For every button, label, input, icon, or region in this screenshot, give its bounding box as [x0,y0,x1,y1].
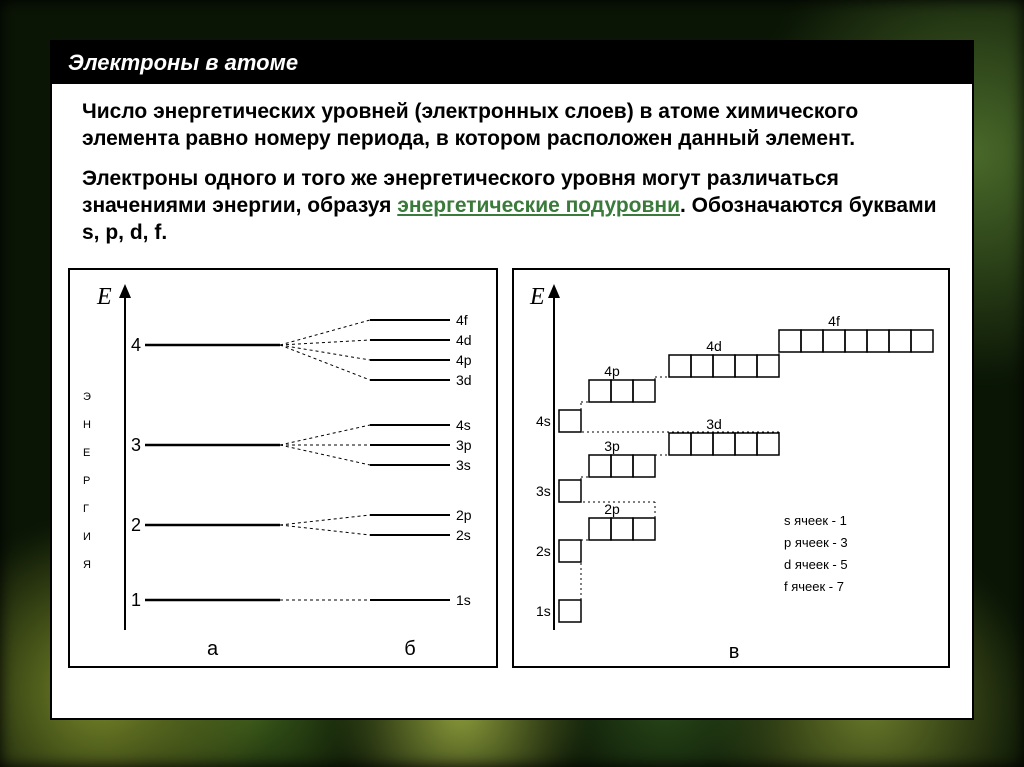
svg-text:3d: 3d [706,416,722,432]
paragraph-1: Число энергетических уровней (электронны… [82,98,942,153]
slide-title: Электроны в атоме [68,50,298,75]
svg-text:s ячеек - 1: s ячеек - 1 [784,513,847,528]
svg-text:Р: Р [83,475,93,487]
title-bar: Электроны в атоме [52,42,972,84]
svg-text:1: 1 [131,590,141,610]
svg-text:Я: Я [83,559,94,571]
svg-text:d ячеек - 5: d ячеек - 5 [784,557,848,572]
svg-text:3p: 3p [456,437,472,453]
svg-text:2p: 2p [456,507,472,523]
svg-text:1s: 1s [456,592,471,608]
svg-text:4p: 4p [604,363,620,379]
svg-text:3s: 3s [456,457,471,473]
svg-text:f ячеек - 7: f ячеек - 7 [784,579,844,594]
diagram-left: E Э Н Е Р Г И Я 1 1s 2 2s 2p 3 3s 3p 4s 4 3d 4p 4d 4f а б [68,268,498,668]
diagram-right: E 1s 2s 2p 3s 3p 3d 4s 4p 4d 4f s ячеек - 1 p ячеек … [512,268,950,668]
svg-text:Э: Э [83,391,94,403]
svg-text:Г: Г [83,503,92,515]
svg-text:3d: 3d [456,372,472,388]
svg-text:в: в [729,641,740,663]
orbital-cells-diagram: E 1s 2s 2p 3s 3p 3d 4s 4p 4d 4f s ячеек - 1 p ячеек … [514,270,952,670]
energy-levels-diagram: E Э Н Е Р Г И Я 1 1s 2 2s 2p 3 3s 3p 4s 4 3d 4p 4d 4f а б [70,270,500,670]
svg-text:4f: 4f [456,312,468,328]
axis-label-E: E [96,284,112,310]
slide-container: Электроны в атоме Число энергетических у… [50,40,974,720]
svg-text:4: 4 [131,335,141,355]
axis-label-E-right: E [529,284,545,310]
svg-text:И: И [83,531,94,543]
svg-text:4s: 4s [456,417,471,433]
diagrams-row: E Э Н Е Р Г И Я 1 1s 2 2s 2p 3 3s 3p 4s 4 3d 4p 4d 4f а б E 1s 2s… [52,268,972,678]
svg-text:p ячеек - 3: p ячеек - 3 [784,535,848,550]
svg-text:3p: 3p [604,438,620,454]
svg-text:4s: 4s [536,413,551,429]
svg-text:4p: 4p [456,352,472,368]
svg-text:2: 2 [131,515,141,535]
svg-text:2s: 2s [456,527,471,543]
svg-text:4d: 4d [456,332,472,348]
svg-text:б: б [404,638,415,660]
svg-text:а: а [207,638,219,660]
svg-text:Н: Н [83,419,94,431]
svg-text:Е: Е [83,447,93,459]
svg-text:2p: 2p [604,501,620,517]
content-area: Число энергетических уровней (электронны… [52,84,972,268]
para2-highlight: энергетические подуровни [397,194,680,217]
svg-text:4d: 4d [706,338,722,354]
paragraph-2: Электроны одного и того же энергетическо… [82,165,942,247]
svg-text:1s: 1s [536,603,551,619]
svg-text:3: 3 [131,435,141,455]
svg-text:4f: 4f [828,313,840,329]
svg-text:3s: 3s [536,483,551,499]
svg-text:2s: 2s [536,543,551,559]
